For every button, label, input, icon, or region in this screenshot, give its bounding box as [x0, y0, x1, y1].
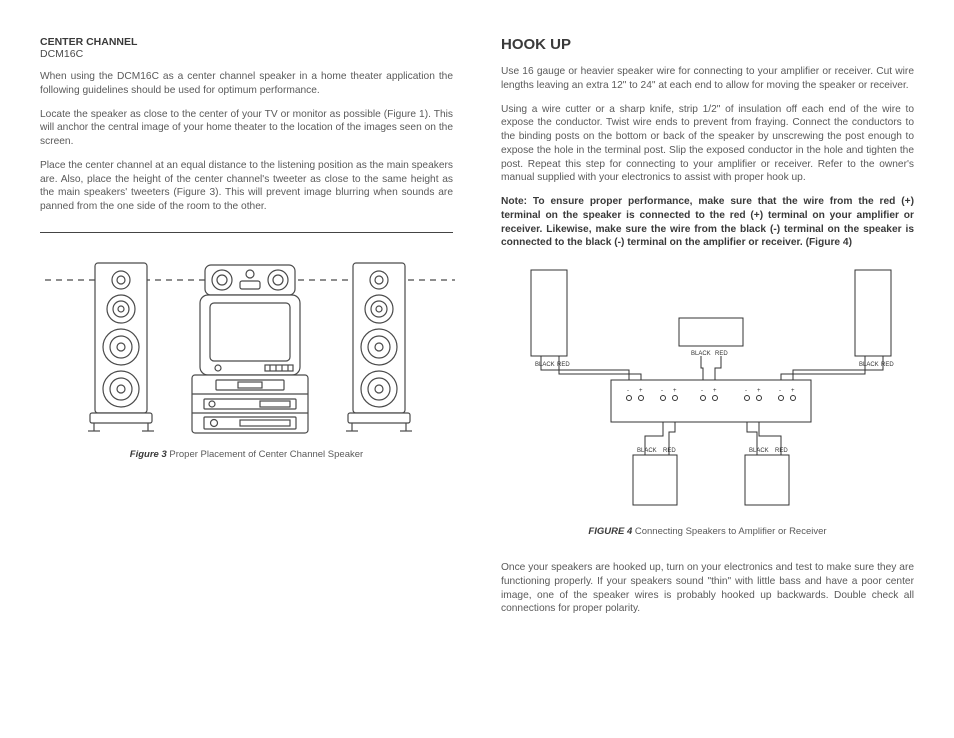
right-para-3: Once your speakers are hooked up, turn o… [501, 561, 914, 616]
center-channel-heading: CENTER CHANNEL [40, 36, 453, 48]
figure-4-caption: FIGURE 4 Connecting Speakers to Amplifie… [501, 526, 914, 537]
hookup-heading: HOOK UP [501, 36, 914, 53]
svg-text:+: + [673, 388, 677, 394]
figure-3: Figure 3 Proper Placement of Center Chan… [40, 243, 453, 460]
figure-3-caption: Figure 3 Proper Placement of Center Chan… [40, 449, 453, 460]
left-para-1: When using the DCM16C as a center channe… [40, 70, 453, 98]
right-para-2: Using a wire cutter or a sharp knife, st… [501, 103, 914, 186]
svg-text:-: - [661, 388, 663, 394]
svg-text:+: + [713, 388, 717, 394]
right-column: HOOK UP Use 16 gauge or heavier speaker … [501, 36, 914, 718]
wiring-diagram: BLACK RED BLACK RED BLACK RED - + - + [501, 260, 921, 520]
model-number: DCM16C [40, 48, 453, 60]
svg-text:-: - [779, 388, 781, 394]
right-note: Note: To ensure proper performance, make… [501, 195, 914, 250]
figure-3-text: Proper Placement of Center Channel Speak… [167, 449, 363, 460]
label-black: BLACK [749, 448, 769, 454]
page: CENTER CHANNEL DCM16C When using the DCM… [0, 0, 954, 738]
left-column: CENTER CHANNEL DCM16C When using the DCM… [40, 36, 453, 718]
svg-text:-: - [627, 388, 629, 394]
label-red: RED [715, 351, 728, 357]
figure-3-label: Figure 3 [130, 449, 167, 460]
divider [40, 232, 453, 233]
svg-text:+: + [791, 388, 795, 394]
left-para-3: Place the center channel at an equal dis… [40, 159, 453, 214]
label-black: BLACK [637, 448, 657, 454]
label-black: BLACK [535, 362, 555, 368]
svg-text:-: - [745, 388, 747, 394]
svg-text:-: - [701, 388, 703, 394]
svg-text:+: + [757, 388, 761, 394]
label-red: RED [663, 448, 676, 454]
speaker-placement-diagram [40, 243, 460, 443]
label-black: BLACK [859, 362, 879, 368]
figure-4-text: Connecting Speakers to Amplifier or Rece… [632, 526, 826, 537]
label-red: RED [775, 448, 788, 454]
figure-4-label: FIGURE 4 [588, 526, 632, 537]
right-para-1: Use 16 gauge or heavier speaker wire for… [501, 65, 914, 93]
figure-4: BLACK RED BLACK RED BLACK RED - + - + [501, 260, 914, 537]
svg-text:+: + [639, 388, 643, 394]
left-para-2: Locate the speaker as close to the cente… [40, 108, 453, 149]
